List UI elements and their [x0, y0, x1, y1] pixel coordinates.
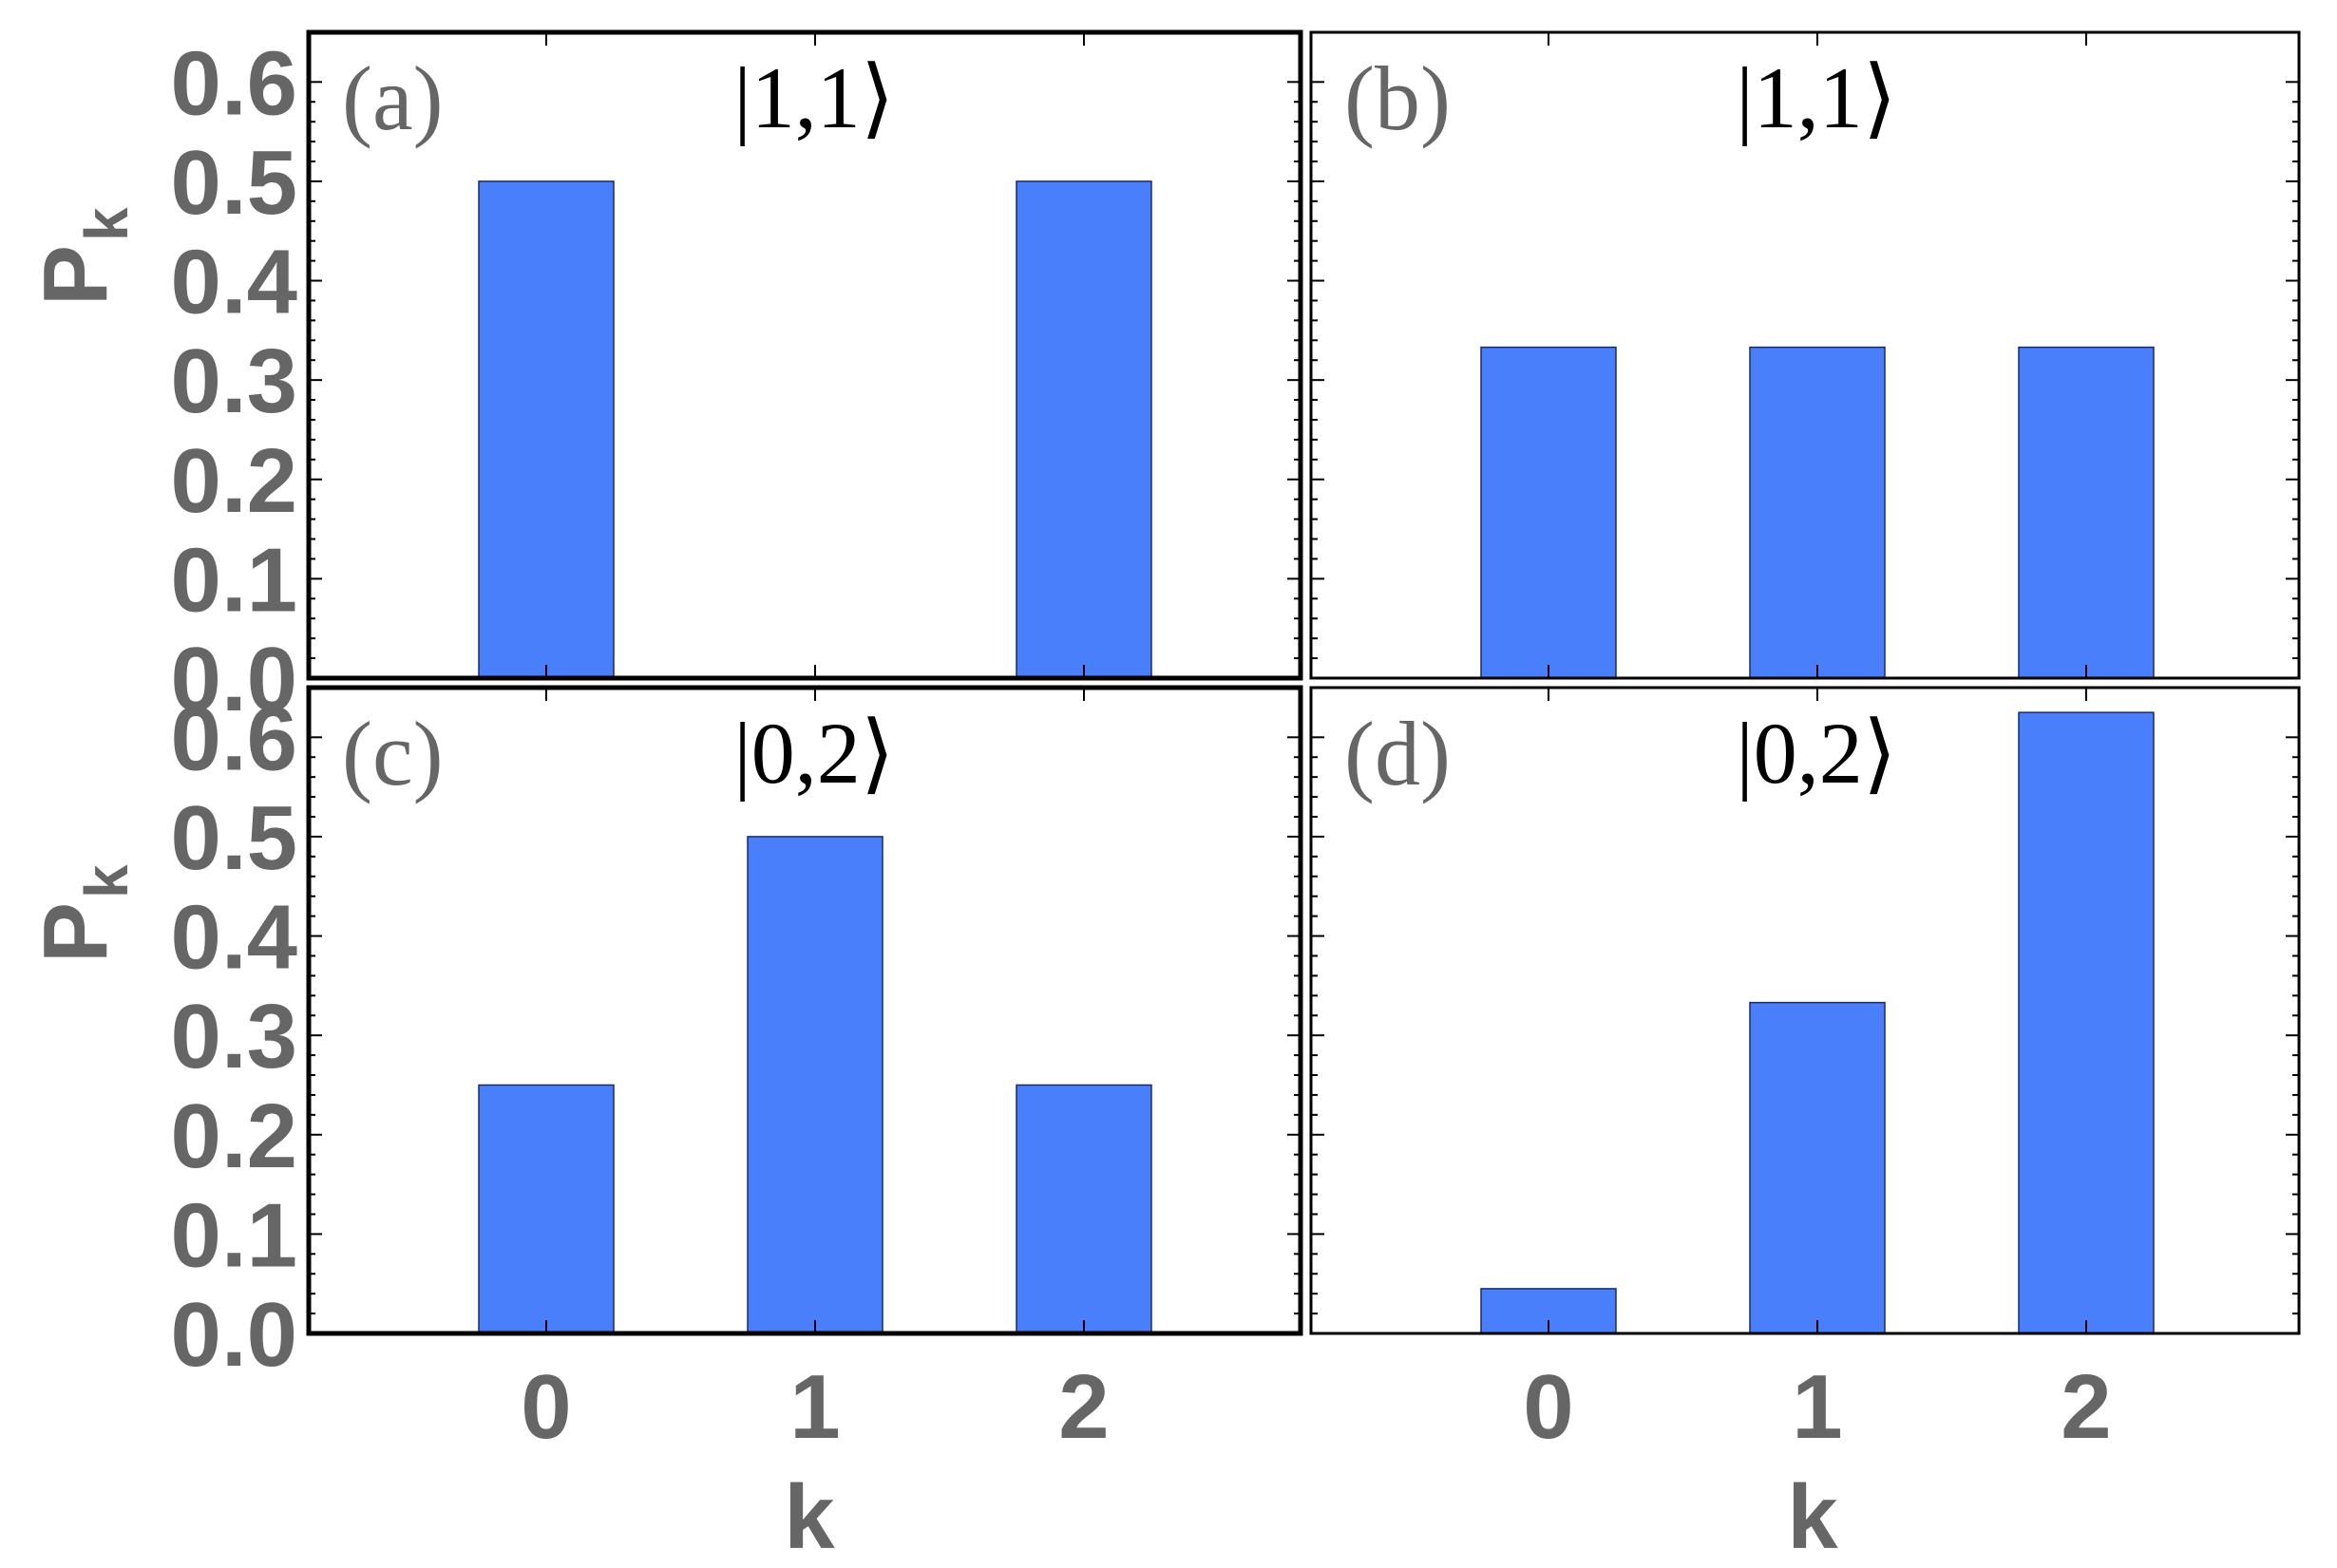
panel-title: |0,2⟩ [1736, 705, 1896, 802]
y-axis-title-sub: k [72, 207, 141, 241]
panel-label: (a) [342, 47, 444, 149]
y-tick-label: 0.1 [171, 1184, 297, 1286]
x-axis-title-right: k [1787, 1466, 1838, 1568]
y-axis-title-main: P [25, 245, 126, 306]
bar-k2 [1016, 1084, 1152, 1334]
y-tick-label: 0.3 [171, 986, 297, 1087]
panel-title: |1,1⟩ [1736, 49, 1896, 146]
x-tick-label: 0 [521, 1356, 571, 1458]
y-axis-title-bottom: P k [25, 864, 141, 963]
bar-k0 [478, 1084, 615, 1334]
panel-b: (b) |1,1⟩ [1309, 30, 2301, 680]
y-tick-label: 0.4 [171, 232, 297, 333]
y-tick-label: 0.2 [171, 430, 297, 532]
y-axis-title-top: P k [25, 207, 141, 306]
y-tick-label: 0.4 [171, 887, 297, 989]
bar-k2 [2018, 346, 2155, 679]
bar-k0 [1480, 346, 1617, 679]
x-tick-label: 2 [1058, 1356, 1109, 1458]
x-tick-label: 1 [789, 1356, 840, 1458]
plot-frame [306, 685, 1303, 1336]
plot-frame [306, 29, 1303, 681]
y-tick-label: 0.6 [171, 688, 297, 789]
bar-k1 [747, 836, 884, 1334]
bar-k1 [1749, 346, 1886, 679]
x-axis-title-left: k [784, 1466, 835, 1568]
y-tick-label: 0.5 [171, 787, 297, 889]
y-tick-label: 0.6 [171, 32, 297, 134]
bar-k2 [2018, 711, 2155, 1334]
panel-title: |1,1⟩ [733, 49, 894, 146]
x-tick-label: 2 [2061, 1356, 2111, 1458]
plot-frame [1309, 30, 2301, 680]
bar-k0 [478, 180, 615, 679]
panels-group: 0.00.10.20.30.40.50.6 (a) |1,1⟩ (b) |1,1⟩0.0… [171, 29, 2301, 1458]
bar-k2 [1016, 180, 1152, 679]
y-axis-title-main: P [25, 902, 126, 963]
bar-k1 [1749, 1001, 1886, 1334]
panel-title: |0,2⟩ [733, 705, 894, 802]
y-tick-label: 0.0 [171, 1284, 297, 1386]
y-axis-title-sub: k [72, 864, 141, 898]
panel-c: 0.00.10.20.30.40.50.6 0 1 2 (c) |0,2⟩ [171, 685, 1303, 1458]
panel-a: 0.00.10.20.30.40.50.6 (a) |1,1⟩ [171, 29, 1303, 730]
panel-label: (b) [1344, 47, 1451, 149]
plot-frame [1309, 686, 2301, 1335]
y-tick-label: 0.1 [171, 529, 297, 631]
y-tick-label: 0.0 [171, 629, 297, 730]
x-tick-label: 0 [1523, 1356, 1573, 1458]
x-tick-label: 1 [1792, 1356, 1842, 1458]
y-tick-label: 0.3 [171, 331, 297, 432]
panel-label: (c) [342, 703, 444, 804]
panel-d: 0 1 2 (d) |0,2⟩ [1309, 686, 2301, 1458]
panel-label: (d) [1344, 703, 1451, 804]
y-tick-label: 0.2 [171, 1086, 297, 1187]
y-tick-label: 0.5 [171, 132, 297, 234]
